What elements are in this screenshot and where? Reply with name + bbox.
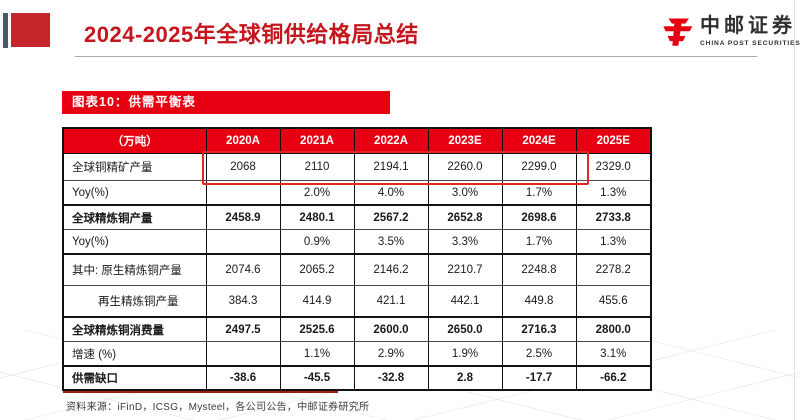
value-cell: 2110 bbox=[279, 153, 355, 181]
highlight-annotation-box bbox=[202, 151, 589, 185]
deco-red-square bbox=[11, 13, 50, 47]
value-cell: 2716.3 bbox=[501, 316, 577, 342]
value-cell: 449.8 bbox=[501, 285, 577, 318]
value-cell: 2458.9 bbox=[205, 204, 281, 230]
value-cell: 2074.6 bbox=[205, 253, 281, 286]
table-row: 供需缺口 -38.6 -45.5 -32.8 2.8 -17.7 -66.2 bbox=[62, 365, 652, 391]
table-row: 全球精炼铜消费量 2497.5 2525.6 2600.0 2650.0 2716.3 28… bbox=[62, 316, 652, 342]
value-cell: 2652.8 bbox=[427, 204, 503, 230]
value-cell: 2733.8 bbox=[575, 204, 652, 230]
table-row: 增速 (%) 1.1% 2.9% 1.9% 2.5% 3.1% bbox=[62, 341, 652, 367]
value-cell: 2698.6 bbox=[501, 204, 577, 230]
value-cell: 2194.1 bbox=[353, 153, 429, 181]
value-cell: 2146.2 bbox=[353, 253, 429, 286]
source-note: 资料来源：iFinD，ICSG，Mysteel，各公司公告，中邮证券研究所 bbox=[66, 402, 370, 413]
logo-text-block: 中邮证券 CHINA POST SECURITIES bbox=[700, 13, 800, 47]
value-cell: 2278.2 bbox=[575, 253, 652, 286]
value-cell: 2.9% bbox=[353, 341, 429, 367]
balance-table: （万吨） 2020A 2021A 2022A 2023E 2024E 2025E 全球铜精… bbox=[62, 127, 652, 391]
row-label: 全球铜精矿产量 bbox=[62, 153, 207, 181]
page-title: 2024-2025年全球铜供给格局总结 bbox=[84, 22, 419, 47]
year-header-cell: 2023E bbox=[427, 127, 503, 154]
value-cell: 3.1% bbox=[575, 341, 652, 367]
value-cell: 3.3% bbox=[427, 229, 503, 255]
year-header-cell: 2022A bbox=[353, 127, 429, 154]
row-label: 再生精炼铜产量 bbox=[62, 285, 207, 318]
value-cell: 3.5% bbox=[353, 229, 429, 255]
value-cell: 2065.2 bbox=[279, 253, 355, 286]
value-cell: 2248.8 bbox=[501, 253, 577, 286]
row-label: Yoy(%) bbox=[62, 229, 207, 255]
row-label: 其中: 原生精炼铜产量 bbox=[62, 253, 207, 286]
value-cell: 1.3% bbox=[575, 229, 652, 255]
footer-accent-line bbox=[63, 391, 338, 393]
row-label: Yoy(%) bbox=[62, 180, 207, 206]
value-cell: 2299.0 bbox=[501, 153, 577, 181]
figure-caption-banner: 图表10：供需平衡表 bbox=[62, 91, 390, 114]
row-label: 增速 (%) bbox=[62, 341, 207, 367]
row-label: 全球精炼铜产量 bbox=[62, 204, 207, 230]
value-cell: 2800.0 bbox=[575, 316, 652, 342]
value-cell bbox=[205, 229, 281, 255]
value-cell: 2497.5 bbox=[205, 316, 281, 342]
table-row: Yoy(%) 0.9% 3.5% 3.3% 1.7% 1.3% bbox=[62, 229, 652, 255]
value-cell: -66.2 bbox=[575, 365, 652, 391]
company-logo: 中邮证券 CHINA POST SECURITIES bbox=[660, 13, 800, 52]
value-cell: 1.7% bbox=[501, 229, 577, 255]
value-cell: 2.8 bbox=[427, 365, 503, 391]
table-header-row: （万吨） 2020A 2021A 2022A 2023E 2024E 2025E bbox=[62, 127, 652, 154]
value-cell: 2525.6 bbox=[279, 316, 355, 342]
row-label: 供需缺口 bbox=[62, 365, 207, 391]
table-row: 再生精炼铜产量 384.3 414.9 421.1 442.1 449.8 455.6 bbox=[62, 285, 652, 318]
table-row: 其中: 原生精炼铜产量 2074.6 2065.2 2146.2 2210.7 2248.… bbox=[62, 253, 652, 286]
value-cell: 2650.0 bbox=[427, 316, 503, 342]
deco-slate-bar bbox=[3, 13, 8, 48]
title-underline bbox=[75, 56, 757, 57]
logo-name-cn: 中邮证券 bbox=[700, 15, 796, 37]
table-row: 全球铜精矿产量 2068 2110 2194.1 2260.0 2299.0 2329.0 bbox=[62, 153, 652, 181]
value-cell: 414.9 bbox=[279, 285, 355, 318]
value-cell: 2480.1 bbox=[279, 204, 355, 230]
value-cell: 2600.0 bbox=[353, 316, 429, 342]
balance-table-wrap: （万吨） 2020A 2021A 2022A 2023E 2024E 2025E 全球铜精… bbox=[62, 127, 652, 391]
value-cell: 2567.2 bbox=[353, 204, 429, 230]
value-cell: 1.1% bbox=[279, 341, 355, 367]
value-cell: 421.1 bbox=[353, 285, 429, 318]
table-row: 全球精炼铜产量 2458.9 2480.1 2567.2 2652.8 2698.6 273… bbox=[62, 204, 652, 230]
value-cell: 2210.7 bbox=[427, 253, 503, 286]
value-cell: 0.9% bbox=[279, 229, 355, 255]
year-header-cell: 2021A bbox=[279, 127, 355, 154]
unit-header-cell: （万吨） bbox=[62, 127, 207, 154]
value-cell: 455.6 bbox=[575, 285, 652, 318]
value-cell bbox=[205, 341, 281, 367]
year-header-cell: 2025E bbox=[575, 127, 652, 154]
right-edge-line bbox=[794, 0, 795, 420]
value-cell: 1.3% bbox=[575, 180, 652, 206]
value-cell: -38.6 bbox=[205, 365, 281, 391]
value-cell: 2.5% bbox=[501, 341, 577, 367]
logo-name-en: CHINA POST SECURITIES bbox=[700, 40, 800, 47]
value-cell: 1.9% bbox=[427, 341, 503, 367]
value-cell: -17.7 bbox=[501, 365, 577, 391]
year-header-cell: 2024E bbox=[501, 127, 577, 154]
value-cell: 384.3 bbox=[205, 285, 281, 318]
value-cell: 442.1 bbox=[427, 285, 503, 318]
year-header-cell: 2020A bbox=[205, 127, 281, 154]
value-cell: -32.8 bbox=[353, 365, 429, 391]
china-post-emblem-icon bbox=[663, 18, 693, 46]
value-cell: -45.5 bbox=[279, 365, 355, 391]
balance-table-body: 全球铜精矿产量 2068 2110 2194.1 2260.0 2299.0 2329.0 Y… bbox=[62, 153, 652, 391]
row-label: 全球精炼铜消费量 bbox=[62, 316, 207, 342]
